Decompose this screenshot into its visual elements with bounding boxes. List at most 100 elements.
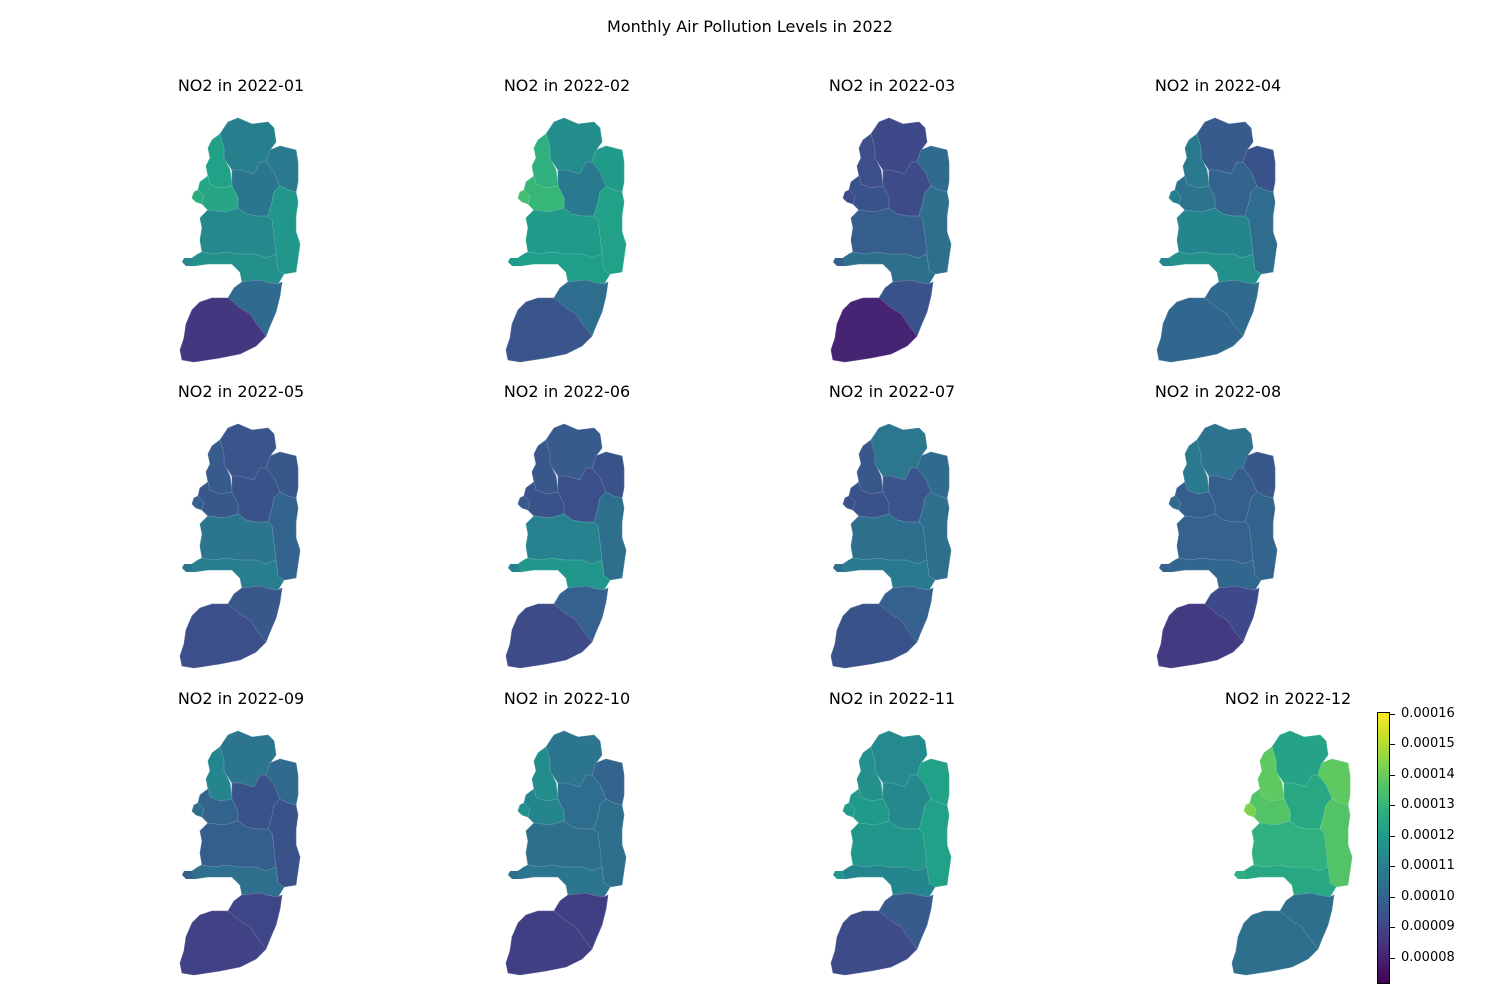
region-border xyxy=(1242,145,1276,193)
region-border xyxy=(842,495,856,511)
region-border xyxy=(205,746,233,802)
region-border xyxy=(870,423,928,481)
region-west-notch xyxy=(191,495,205,511)
region-west-notch xyxy=(1168,495,1182,511)
region-border xyxy=(850,513,928,565)
region-border xyxy=(918,491,952,581)
region-border xyxy=(525,207,603,259)
region-west-bay xyxy=(833,258,845,266)
region-west-bay xyxy=(508,871,520,879)
region-border xyxy=(1279,892,1335,950)
region-border xyxy=(531,746,559,802)
region-west-bay xyxy=(1159,564,1171,572)
region-west-notch xyxy=(842,189,856,205)
region-south-lower xyxy=(1156,603,1244,669)
region-west-notch xyxy=(1168,189,1182,205)
region-west-notch xyxy=(191,802,205,818)
region-south-lower xyxy=(179,910,267,976)
region-south-lower xyxy=(505,603,593,669)
map-title-2022-06: NO2 in 2022-06 xyxy=(503,382,631,401)
region-border xyxy=(1244,491,1278,581)
region-border xyxy=(1249,788,1291,826)
region-south-central xyxy=(842,864,936,898)
region-border xyxy=(525,513,603,565)
region-border xyxy=(267,491,301,581)
colorbar-tick xyxy=(1390,896,1395,898)
region-border xyxy=(227,892,283,950)
region-border xyxy=(525,820,603,872)
region-border xyxy=(1251,820,1329,872)
region-border xyxy=(1196,423,1254,481)
region-border xyxy=(265,451,299,499)
region-border xyxy=(916,451,950,499)
region-border xyxy=(856,439,884,495)
region-border xyxy=(231,467,281,523)
region-south-lower xyxy=(505,297,593,363)
colorbar-tick xyxy=(1390,713,1395,715)
region-border xyxy=(1196,117,1254,175)
colorbar-tick-label: 0.00016 xyxy=(1401,705,1455,721)
region-border xyxy=(531,439,559,495)
map-title-2022-07: NO2 in 2022-07 xyxy=(828,382,956,401)
region-border xyxy=(1208,161,1258,217)
region-border xyxy=(593,185,627,275)
region-border xyxy=(219,730,277,788)
region-border xyxy=(878,892,934,950)
region-border xyxy=(1182,439,1210,495)
region-border xyxy=(1208,467,1258,523)
region-border xyxy=(557,774,607,830)
region-west-bay xyxy=(182,258,194,266)
region-border xyxy=(517,189,531,205)
region-border xyxy=(882,467,932,523)
map-2022-06 xyxy=(505,423,627,669)
colorbar-tick xyxy=(1390,866,1395,868)
colorbar xyxy=(1377,712,1390,984)
region-border xyxy=(219,423,277,481)
region-border xyxy=(856,746,884,802)
region-west-bay xyxy=(833,564,845,572)
region-border xyxy=(842,251,936,285)
region-border xyxy=(205,133,233,189)
region-border xyxy=(1231,910,1319,976)
region-south-central xyxy=(517,864,611,898)
region-border xyxy=(179,603,267,669)
region-west-bay xyxy=(508,258,520,266)
region-south-central xyxy=(191,557,285,591)
region-border xyxy=(505,297,593,363)
region-border xyxy=(197,175,239,213)
colorbar-tick xyxy=(1390,958,1395,960)
region-south-lower xyxy=(1231,910,1319,976)
region-border xyxy=(591,758,625,806)
region-border xyxy=(918,798,952,888)
region-border xyxy=(1317,758,1351,806)
region-border xyxy=(842,802,856,818)
region-border xyxy=(199,207,277,259)
region-border xyxy=(191,557,285,591)
colorbar-tick-label: 0.00012 xyxy=(1401,827,1455,843)
region-border xyxy=(850,820,928,872)
region-border xyxy=(1168,495,1182,511)
region-border xyxy=(545,730,603,788)
region-border xyxy=(545,423,603,481)
region-border xyxy=(918,185,952,275)
region-west-notch xyxy=(1243,802,1257,818)
region-border xyxy=(557,161,607,217)
colorbar-tick xyxy=(1390,744,1395,746)
map-2022-02 xyxy=(505,117,627,363)
region-border xyxy=(848,788,890,826)
colorbar-tick-label: 0.00011 xyxy=(1401,858,1455,874)
map-2022-01 xyxy=(179,117,301,363)
map-title-2022-09: NO2 in 2022-09 xyxy=(177,689,305,708)
region-border xyxy=(517,495,531,511)
map-2022-10 xyxy=(505,730,627,976)
map-2022-12 xyxy=(1231,730,1353,976)
region-south-central xyxy=(1243,864,1337,898)
region-border xyxy=(531,133,559,189)
region-border xyxy=(882,161,932,217)
region-south-lower xyxy=(179,603,267,669)
region-border xyxy=(219,117,277,175)
region-border xyxy=(1243,802,1257,818)
region-border xyxy=(505,910,593,976)
region-west-notch xyxy=(517,189,531,205)
region-border xyxy=(1319,798,1353,888)
